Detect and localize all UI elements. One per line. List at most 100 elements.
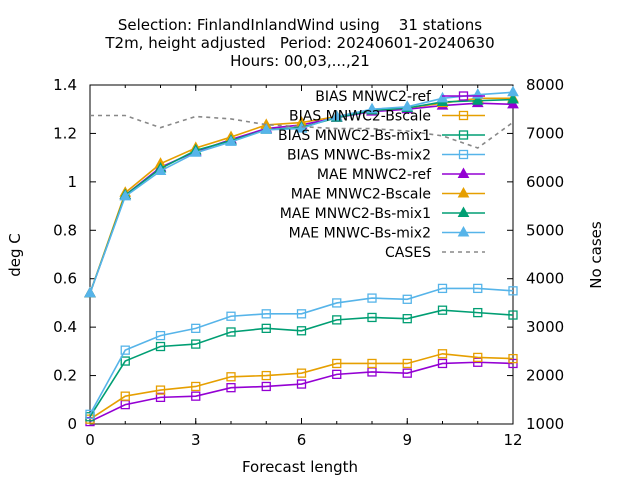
legend-marker — [458, 91, 469, 101]
legend-label: BIAS MNWC-Bs-mix2 — [287, 148, 431, 164]
chart-title: Selection: FinlandInlandWind using 31 st… — [104, 16, 494, 70]
legend-label: CASES — [385, 245, 431, 261]
series-line — [89, 361, 514, 423]
legend-label: MAE MNWC2-ref — [317, 167, 432, 183]
data-point — [436, 91, 449, 103]
data-point — [402, 368, 412, 378]
data-point — [473, 357, 483, 367]
data-point — [367, 293, 377, 303]
data-point — [85, 409, 95, 419]
y2-tick-label: 7000 — [526, 124, 564, 142]
data-point — [261, 381, 271, 392]
legend-marker — [458, 110, 469, 121]
y2-tick-label: 5000 — [526, 221, 564, 239]
data-point — [332, 315, 342, 325]
data-point — [402, 294, 412, 304]
legend-label: MAE MNWC-Bs-mix2 — [289, 226, 431, 242]
y2-axis: 1000 2000 3000 4000 5000 6000 7000 8000 — [507, 76, 564, 433]
data-point — [366, 102, 378, 114]
chart-title-line-3: Hours: 00,03,...,21 — [230, 52, 370, 70]
y2-axis-label: No cases — [587, 221, 605, 289]
data-point — [330, 109, 343, 121]
x-tick-label: 9 — [402, 431, 412, 449]
y2-tick-label: 8000 — [526, 76, 564, 94]
y2-tick-label: 4000 — [526, 270, 564, 288]
data-point — [191, 381, 201, 392]
data-point — [332, 358, 342, 369]
data-point — [437, 358, 448, 369]
data-point — [155, 392, 166, 403]
legend-marker — [458, 149, 469, 160]
data-point — [191, 339, 201, 349]
y2-tick-label: 1000 — [526, 415, 564, 433]
data-point — [155, 341, 166, 352]
data-point — [402, 314, 412, 324]
y2-tick-label: 6000 — [526, 173, 564, 191]
series-line — [90, 114, 514, 149]
data-point — [261, 370, 271, 381]
data-point — [507, 92, 519, 104]
data-point — [155, 385, 166, 395]
y-tick-label: 1 — [67, 173, 77, 191]
data-point — [120, 345, 130, 355]
data-point — [367, 312, 377, 323]
data-point — [191, 391, 201, 401]
series-cases — [90, 114, 514, 149]
data-point — [261, 309, 271, 319]
data-point — [191, 323, 201, 334]
series-bias-mnwc-bs-mix2 — [85, 283, 518, 419]
data-point — [507, 85, 519, 97]
series-bias-mnwc2-bs-mix1 — [85, 305, 518, 422]
y2-tick-label: 2000 — [526, 367, 564, 385]
data-point — [473, 283, 483, 294]
data-point — [332, 369, 342, 380]
series-layer — [84, 85, 519, 427]
data-point — [296, 326, 307, 336]
data-point — [471, 94, 484, 105]
x-tick-label: 3 — [191, 431, 201, 449]
legend-marker — [458, 130, 469, 140]
y2-tick-label: 3000 — [526, 318, 564, 336]
data-point — [402, 358, 412, 369]
data-point — [473, 352, 483, 363]
chart-title-line-2: T2m, height adjusted Period: 20240601-20… — [104, 34, 494, 52]
y-tick-label: 0.8 — [53, 221, 77, 239]
legend-marker — [457, 167, 470, 178]
data-point — [260, 123, 273, 134]
y-tick-label: 1.4 — [53, 76, 77, 94]
series-line — [89, 352, 514, 420]
data-point — [508, 353, 518, 364]
y-tick-label: 1.2 — [53, 124, 77, 142]
legend-label: BIAS MNWC2-Bs-mix1 — [278, 128, 431, 144]
series-line — [89, 287, 514, 415]
y-tick-label: 0.6 — [53, 270, 77, 288]
series-line — [89, 309, 514, 418]
x-tick-label: 6 — [297, 431, 307, 449]
data-point — [401, 100, 414, 111]
legend-marker — [457, 206, 470, 217]
y-tick-label: 0.2 — [53, 367, 77, 385]
x-axis-label: Forecast length — [242, 458, 358, 476]
chart-title-line-1: Selection: FinlandInlandWind using 31 st… — [118, 16, 482, 34]
data-point — [437, 305, 448, 315]
data-point — [508, 310, 518, 320]
data-point — [508, 358, 518, 369]
x-tick-label: 12 — [503, 431, 522, 449]
legend-label: BIAS MNWC2-ref — [315, 89, 432, 105]
series-bias-mnwc2-bscale — [85, 349, 518, 424]
legend-label: MAE MNWC2-Bscale — [291, 187, 431, 203]
legend-marker — [457, 186, 470, 198]
data-point — [226, 372, 236, 382]
data-point — [296, 368, 307, 378]
y-axis-label: deg C — [6, 233, 24, 277]
data-point — [120, 391, 130, 401]
data-point — [189, 146, 202, 157]
data-point — [367, 358, 377, 369]
y-tick-label: 0 — [67, 415, 77, 433]
data-point — [296, 309, 307, 319]
data-point — [296, 379, 307, 389]
data-point — [225, 135, 237, 146]
data-point — [437, 283, 448, 294]
data-point — [120, 356, 130, 366]
